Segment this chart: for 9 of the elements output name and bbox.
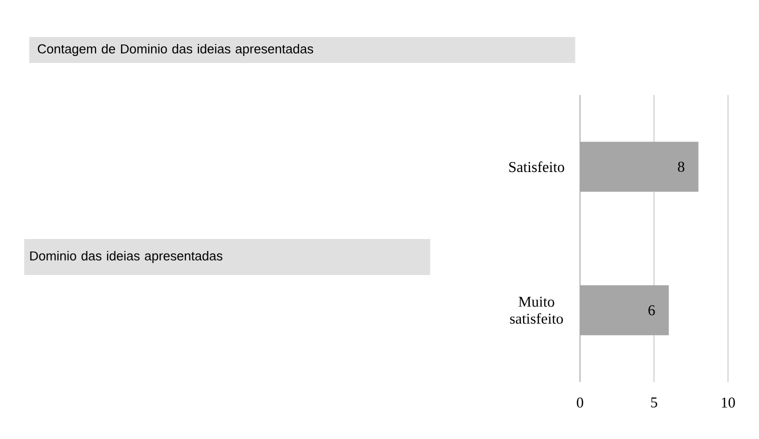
x-tick-label: 10 [722,398,735,408]
data-label: 6 [648,305,655,316]
data-label: 8 [678,162,684,172]
text: Dominio das ideias apresentadas [30,250,222,264]
y-tick-label: Muito satisfeito [510,296,563,324]
x-tick-label: 0 [576,398,584,408]
y-tick-label: Satisfeito [509,161,564,172]
x-tick-label: 5 [651,398,658,408]
text: Contagem de Dominio das ideias apresentadas [38,44,314,56]
